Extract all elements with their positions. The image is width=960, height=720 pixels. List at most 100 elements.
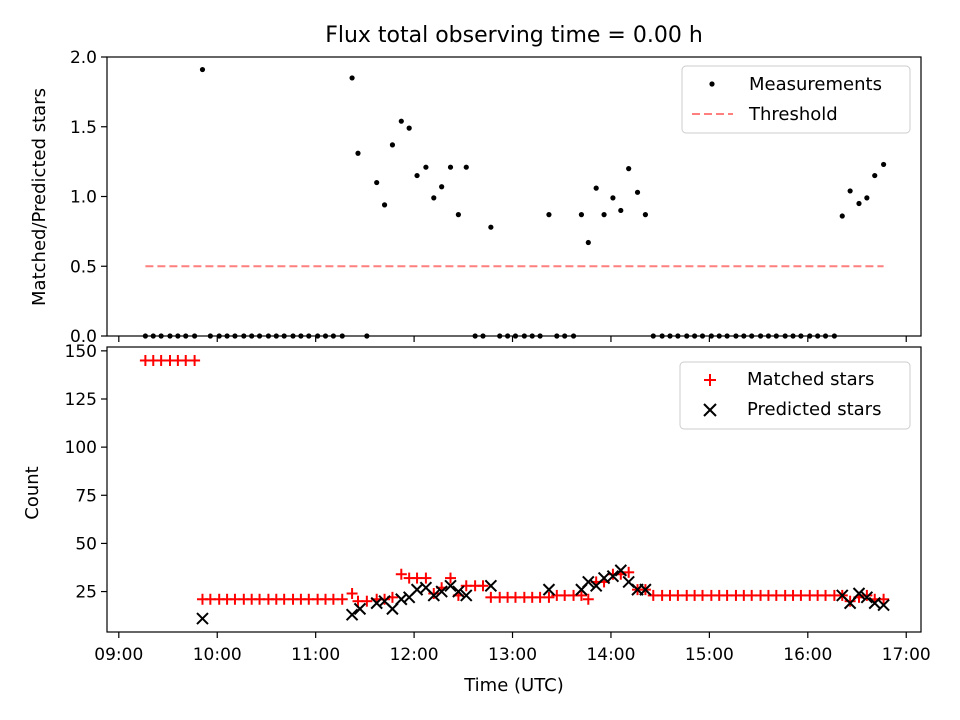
predicted-star-point [639,583,652,596]
legend-marker-predicted-stars [703,403,717,417]
bottom-ytick-label: 125 [65,390,97,410]
measurement-point [439,184,445,190]
legend-label-predicted-stars: Predicted stars [747,399,881,420]
bottom-xtick-label: 13:00 [488,645,537,665]
matched-star-point [575,589,587,601]
matched-star-point [361,595,373,607]
measurement-point [423,164,429,170]
measurement-point [414,172,420,179]
legend-label-matched-stars: Matched stars [747,369,874,390]
bottom-legend-box [679,361,911,430]
bottom-xtick-label: 09:00 [94,645,143,665]
measurement-point [406,125,412,131]
predicted-star-point [860,591,874,604]
measurement-point [389,142,396,148]
predicted-star-point [196,612,209,625]
measurement-point [488,224,494,230]
predicted-star-point [582,575,595,589]
predicted-star-point [395,593,408,606]
predicted-star-point [427,589,440,602]
matched-star-point [428,587,440,599]
predicted-star-point [460,589,473,602]
top-ytick-label: 2.0 [70,48,97,68]
predicted-star-point [484,579,498,592]
measurement-point [847,188,853,194]
matched-star-point [189,354,201,366]
measurement-point [355,150,361,156]
top-ytick-label: 0.5 [70,257,97,277]
measurement-point [463,164,469,170]
measurement-point [585,239,591,246]
measurement-point [199,66,206,73]
top-ylabel: Matched/Predicted stars [29,88,50,306]
matched-star-point [844,595,856,607]
top-panel: Matched/Predicted stars 0.00.51.01.52.0 … [29,48,922,347]
predicted-star-point [444,579,457,592]
bottom-xtick-label: 11:00 [291,645,340,665]
bottom-ytick-label: 150 [65,342,97,362]
bottom-ylabel: Count [22,466,43,519]
bottom-axes-frame [106,346,922,633]
matched-star-point [543,591,555,603]
matched-star-point [395,568,407,580]
bottom-xtick-label: 10:00 [193,645,242,665]
predicted-star-point [606,569,620,583]
measurement-point [642,212,649,218]
top-legend-box [681,65,911,134]
predicted-star-point [852,587,866,600]
predicted-star-point [843,596,857,610]
top-ytick-label: 0.0 [70,327,97,347]
measurement-point [634,189,641,195]
matched-star-point [445,572,457,584]
top-ytick-label: 1.0 [70,188,97,208]
matched-star-point [346,587,358,599]
predicted-star-point [877,598,890,612]
measurement-point [601,212,607,218]
matched-star-point [420,572,432,584]
predicted-star-point [386,602,399,616]
legend-marker-matched-stars [704,374,716,386]
measurement-point [455,212,461,218]
matched-star-point [477,580,489,592]
measurement-point [398,118,404,124]
measurement-point [593,185,599,191]
legend-label-threshold: Threshold [748,104,838,125]
bottom-ytick-label: 75 [75,486,97,506]
bottom-xlabel: Time (UTC) [463,675,564,696]
measurement-point [880,161,887,168]
measurement-point [578,212,585,218]
bottom-xtick-label: 14:00 [586,645,635,665]
bottom-ytick-label: 25 [75,583,97,603]
bottom-legend: Matched stars Predicted stars [679,361,911,430]
legend-label-measurements: Measurements [749,74,882,95]
bottom-xtick-label: 15:00 [685,645,734,665]
measurement-point [618,207,624,214]
bottom-panel: Count 25 50 75 100 125 150 09:00 10:00 11:00 12:… [22,342,931,696]
matched-star-point [336,593,348,605]
measurement-point [839,213,845,219]
measurement-point [610,195,616,201]
measurement-point [626,166,632,172]
top-legend: Measurements Threshold [681,65,911,134]
predicted-star-point [614,564,628,577]
bottom-xtick-label: 17:00 [882,645,931,665]
measurement-point [447,164,454,170]
predicted-star-point [452,585,465,598]
bottom-ytick-label: 50 [75,534,97,554]
matched-star-point [861,589,873,601]
top-ytick-label: 1.5 [70,118,97,138]
matched-star-point [582,593,594,605]
bottom-xtick-label: 12:00 [390,645,439,665]
measurement-point [349,75,355,81]
measurement-point [381,202,388,208]
bottom-ytick-label: 100 [65,438,97,458]
legend-marker-measurements [709,81,715,87]
matched-star-point [623,566,635,578]
bottom-xtick-label: 16:00 [783,645,832,665]
predicted-star-point [542,583,556,596]
predicted-star-point [345,608,359,621]
predicted-star-point [353,602,367,616]
figure-title: Flux total observing time = 0.00 h [325,23,703,48]
measurement-point [872,172,878,179]
